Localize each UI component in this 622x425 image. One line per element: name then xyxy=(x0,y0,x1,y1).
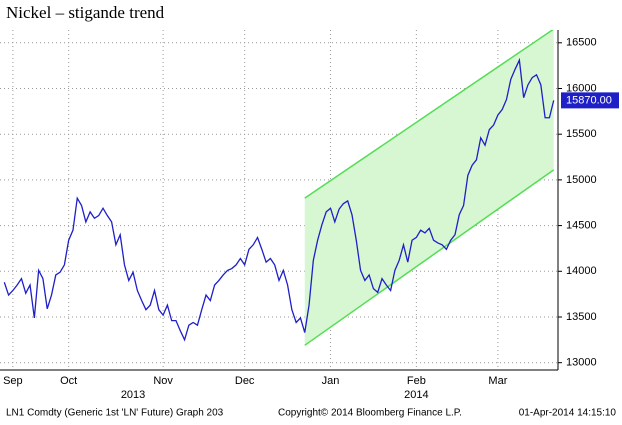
x-tick-label: Mar xyxy=(488,375,507,387)
last-value-box xyxy=(561,92,619,109)
y-tick-label: 14000 xyxy=(566,265,597,277)
year-label: 2014 xyxy=(404,389,428,401)
x-tick-label: Dec xyxy=(235,375,255,387)
x-tick-label: Oct xyxy=(60,375,77,387)
y-tick-label: 15000 xyxy=(566,174,597,186)
trend-line xyxy=(304,30,554,199)
x-tick-label: Sep xyxy=(3,375,23,387)
year-label: 2013 xyxy=(121,389,145,401)
last-value-label: 15870.00 xyxy=(566,94,612,106)
trend-area xyxy=(304,30,554,346)
x-tick-label: Jan xyxy=(322,375,340,387)
y-tick-label: 13500 xyxy=(566,311,597,323)
footer-source: LN1 Comdty (Generic 1st 'LN' Future) Gra… xyxy=(6,408,224,419)
y-tick-label: 13000 xyxy=(566,357,597,369)
y-tick-label: 16500 xyxy=(566,37,597,49)
x-tick-label: Feb xyxy=(407,375,426,387)
chart-title: Nickel – stigande trend xyxy=(6,3,165,22)
y-tick-label: 16000 xyxy=(566,82,597,94)
footer-date: 01-Apr-2014 14:15:10 xyxy=(519,408,617,419)
trend-line xyxy=(304,169,555,346)
y-tick-label: 14500 xyxy=(566,219,597,231)
y-tick-label: 15500 xyxy=(566,128,597,140)
series-line xyxy=(3,57,555,342)
x-tick-label: Nov xyxy=(153,375,173,387)
footer-copyright: Copyright© 2014 Bloomberg Finance L.P. xyxy=(278,408,462,419)
